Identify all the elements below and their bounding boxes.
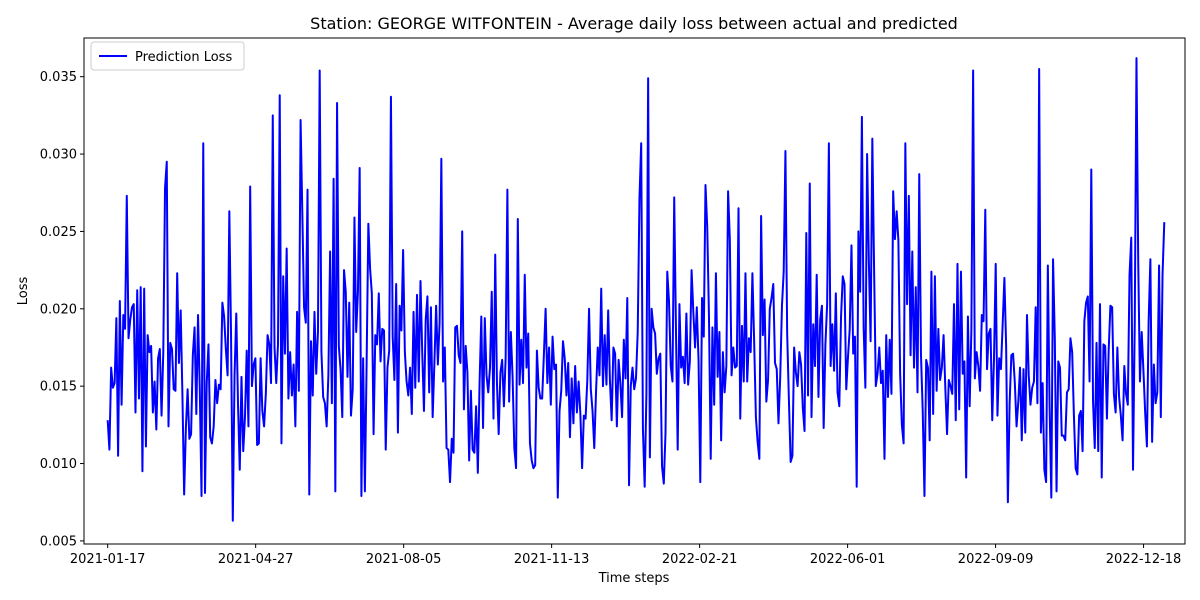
x-tick-label: 2021-04-27	[218, 552, 294, 567]
plot-area	[83, 37, 1186, 545]
series-line-prediction-loss	[106, 57, 1166, 522]
x-tick-label: 2021-01-17	[70, 552, 146, 567]
y-tick-label: 0.035	[40, 70, 77, 85]
y-tick-label: 0.025	[40, 225, 77, 240]
x-tick-label: 2021-11-13	[514, 552, 590, 567]
y-tick-label: 0.030	[40, 148, 77, 163]
y-tick-label: 0.015	[40, 380, 77, 395]
plot-frame	[83, 37, 1186, 545]
chart-title: Station: GEORGE WITFONTEIN - Average dai…	[310, 14, 958, 33]
y-axis-label: Loss	[16, 277, 31, 306]
legend-box	[90, 41, 245, 71]
x-tick-label: 2021-08-05	[366, 552, 442, 567]
legend-label: Prediction Loss	[135, 50, 232, 65]
y-tick-label: 0.005	[40, 534, 77, 549]
x-tick-label: 2022-12-18	[1106, 552, 1182, 567]
x-tick-label: 2022-02-21	[662, 552, 738, 567]
y-tick-label: 0.020	[40, 302, 77, 317]
y-axis: 0.005 0.010 0.015 0.020 0.025 0.030 0.035	[40, 70, 84, 549]
x-tick-label: 2022-09-09	[958, 552, 1034, 567]
legend: Prediction Loss	[90, 41, 245, 71]
x-tick-label: 2022-06-01	[810, 552, 886, 567]
x-axis: 2021-01-17 2021-04-27 2021-08-05 2021-11-13…	[70, 544, 1181, 567]
x-axis-label: Time steps	[598, 571, 670, 586]
y-tick-label: 0.010	[40, 457, 77, 472]
